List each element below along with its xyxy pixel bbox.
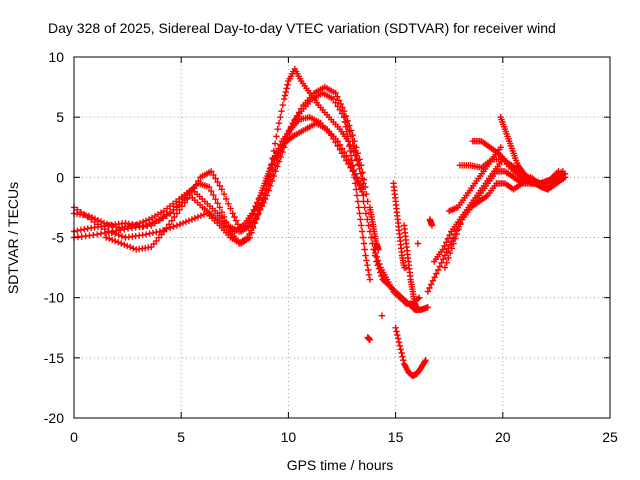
x-tick-label: 5 [177,429,185,445]
series-dip-d [366,204,382,253]
axis-ticks: 0 5 10 15 20 25 -20 -15 -10 -5 0 5 10 [44,49,618,445]
series-track-b [70,114,365,235]
y-tick-label: -20 [44,410,64,426]
series-dip-e [401,222,421,313]
data-points [70,65,569,380]
y-axis-label: SDTVAR / TECUs [5,182,21,294]
data-point-markers [103,83,371,253]
x-tick-label: 0 [70,429,78,445]
data-point-markers [364,216,436,343]
x-axis-label: GPS time / hours [287,457,394,473]
series-track-e [103,83,371,253]
series-dip-g [340,114,374,283]
series-arc-d [446,144,504,215]
series-dip-f [390,180,408,271]
x-tick-label: 25 [602,429,618,445]
data-point-markers [390,180,408,271]
y-tick-label: -5 [52,230,65,246]
data-point-markers [366,204,382,253]
y-tick-label: -15 [44,350,64,366]
series-arc-c [497,114,564,193]
data-point-markers [446,144,504,215]
y-tick-label: 10 [48,49,64,65]
data-point-markers [497,114,564,193]
y-tick-label: 0 [56,169,64,185]
x-tick-label: 20 [495,429,511,445]
y-tick-label: -10 [44,290,64,306]
chart-title: Day 328 of 2025, Sidereal Day-to-day VTE… [48,20,556,36]
x-tick-label: 15 [388,429,404,445]
y-tick-label: 5 [56,109,64,125]
data-point-markers [401,222,421,313]
data-point-markers [70,114,365,235]
data-point-markers [340,114,374,283]
series-dip-c [392,324,429,380]
series-isolated [364,216,436,343]
data-point-markers [392,324,429,380]
x-tick-label: 10 [281,429,297,445]
